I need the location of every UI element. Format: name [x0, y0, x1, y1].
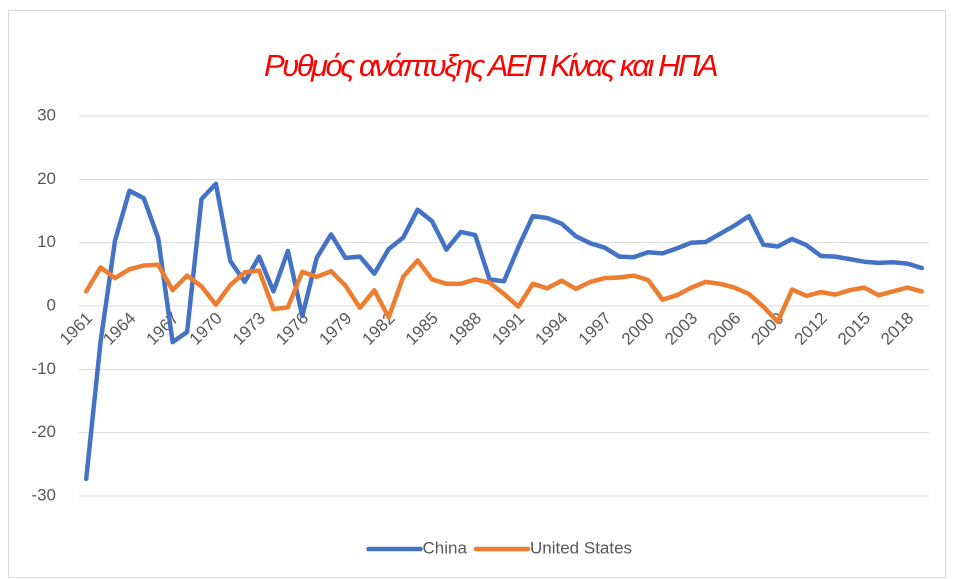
chart-title: Ρυθμός ανάπτυξης ΑΕΠ Κίνας και ΗΠΑ: [264, 48, 718, 83]
y-tick-label: 20: [37, 169, 56, 188]
y-tick-label: 30: [37, 105, 56, 124]
y-tick-label: -10: [31, 359, 56, 378]
y-tick-label: -20: [31, 422, 56, 441]
series-line: [83, 181, 925, 482]
series-line: [83, 258, 925, 325]
y-tick-label: -30: [31, 485, 56, 504]
y-tick-label: 10: [37, 232, 56, 251]
y-tick-label: 0: [47, 295, 56, 314]
legend-label: China: [423, 538, 468, 557]
legend-label: United States: [530, 538, 632, 557]
